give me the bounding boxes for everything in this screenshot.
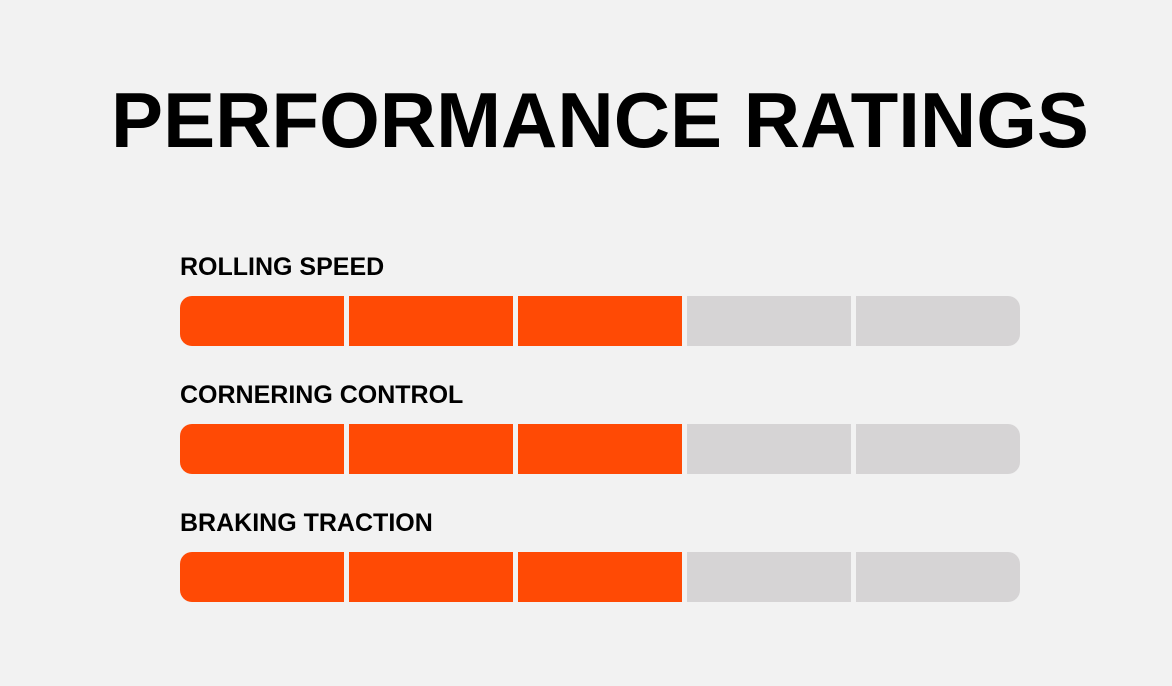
rating-bar (180, 552, 1020, 602)
rating-rolling-speed: ROLLING SPEED (180, 252, 1020, 380)
rating-segment-empty (856, 552, 1020, 602)
rating-bar (180, 296, 1020, 346)
rating-segment-filled (518, 552, 682, 602)
rating-segment-filled (180, 296, 344, 346)
rating-label: ROLLING SPEED (180, 253, 385, 281)
rating-bar (180, 424, 1020, 474)
rating-segment-empty (856, 296, 1020, 346)
ratings-list: ROLLING SPEED CORNERING CONTROL BRAKING … (180, 252, 1020, 636)
rating-segment-filled (349, 552, 513, 602)
rating-segment-filled (518, 424, 682, 474)
rating-segment-filled (180, 552, 344, 602)
rating-segment-empty (856, 424, 1020, 474)
rating-label: CORNERING CONTROL (180, 381, 464, 409)
rating-segment-empty (687, 552, 851, 602)
rating-segment-filled (518, 296, 682, 346)
rating-segment-filled (349, 296, 513, 346)
rating-segment-filled (349, 424, 513, 474)
rating-segment-empty (687, 296, 851, 346)
rating-segment-filled (180, 424, 344, 474)
rating-segment-empty (687, 424, 851, 474)
rating-braking-traction: BRAKING TRACTION (180, 508, 1020, 636)
rating-label: BRAKING TRACTION (180, 509, 433, 537)
page-title: PERFORMANCE RATINGS (111, 76, 1089, 164)
rating-cornering-control: CORNERING CONTROL (180, 380, 1020, 508)
